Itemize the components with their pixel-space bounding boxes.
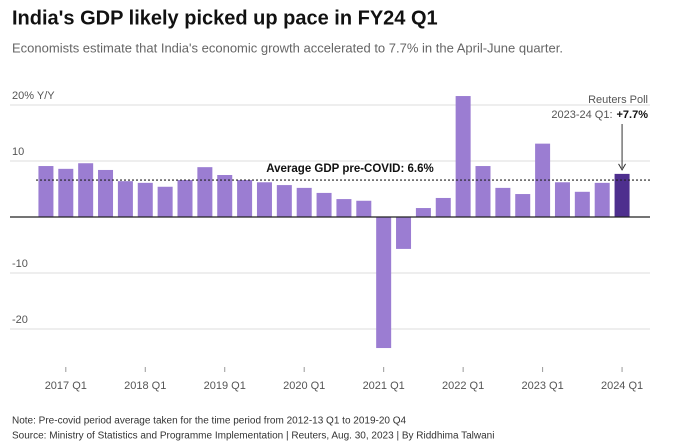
x-tick-label: 2018 Q1 (124, 380, 166, 392)
bar (137, 182, 153, 217)
bar (336, 199, 352, 217)
bar (614, 173, 630, 217)
x-tick-label: 2023 Q1 (521, 380, 563, 392)
bar (296, 187, 312, 217)
note: Note: Pre-covid period average taken for… (12, 416, 407, 427)
x-tick-label: 2017 Q1 (45, 380, 87, 392)
x-tick-label: 2020 Q1 (283, 380, 325, 392)
bar (98, 169, 114, 217)
bar (594, 182, 610, 217)
bar (396, 217, 412, 249)
annotation-value: +7.7% (617, 109, 649, 121)
x-tick-label: 2024 Q1 (601, 380, 643, 392)
source: Source: Ministry of Statistics and Progr… (12, 431, 494, 442)
y-tick-label: -20 (12, 314, 28, 326)
bar (197, 167, 213, 217)
y-tick-label: -10 (12, 258, 28, 270)
bar (495, 187, 511, 217)
bar (78, 163, 94, 217)
y-tick-label: 20% Y/Y (12, 90, 55, 102)
bar (217, 175, 233, 217)
bar (237, 180, 253, 217)
bar (435, 197, 451, 217)
x-tick-label: 2021 Q1 (363, 380, 405, 392)
bar (276, 185, 292, 217)
bar (316, 192, 332, 217)
bar (475, 166, 491, 217)
x-tick-label: 2022 Q1 (442, 380, 484, 392)
bar (376, 217, 392, 349)
bar (535, 143, 551, 217)
y-tick-label: 10 (12, 146, 24, 158)
annotation-label: 2023-24 Q1: +7.7% (551, 109, 648, 121)
bar (515, 194, 531, 217)
arrow-head (618, 163, 626, 171)
bar (356, 200, 372, 217)
chart-subtitle: Economists estimate that India's economi… (12, 40, 563, 55)
bar (177, 180, 193, 217)
bar (554, 182, 570, 217)
chart-title: India's GDP likely picked up pace in FY2… (12, 7, 438, 29)
reference-label: Average GDP pre-COVID: 6.6% (266, 163, 433, 175)
bar (157, 186, 173, 217)
bar (574, 191, 590, 217)
bar (58, 168, 74, 217)
bar (256, 182, 272, 217)
bar (415, 208, 431, 217)
annotation-title: Reuters Poll (588, 94, 648, 106)
bar (38, 166, 54, 217)
x-tick-label: 2019 Q1 (204, 380, 246, 392)
annotation-label-text: 2023-24 Q1: (551, 109, 612, 121)
bar (117, 181, 133, 217)
bar (455, 96, 471, 217)
